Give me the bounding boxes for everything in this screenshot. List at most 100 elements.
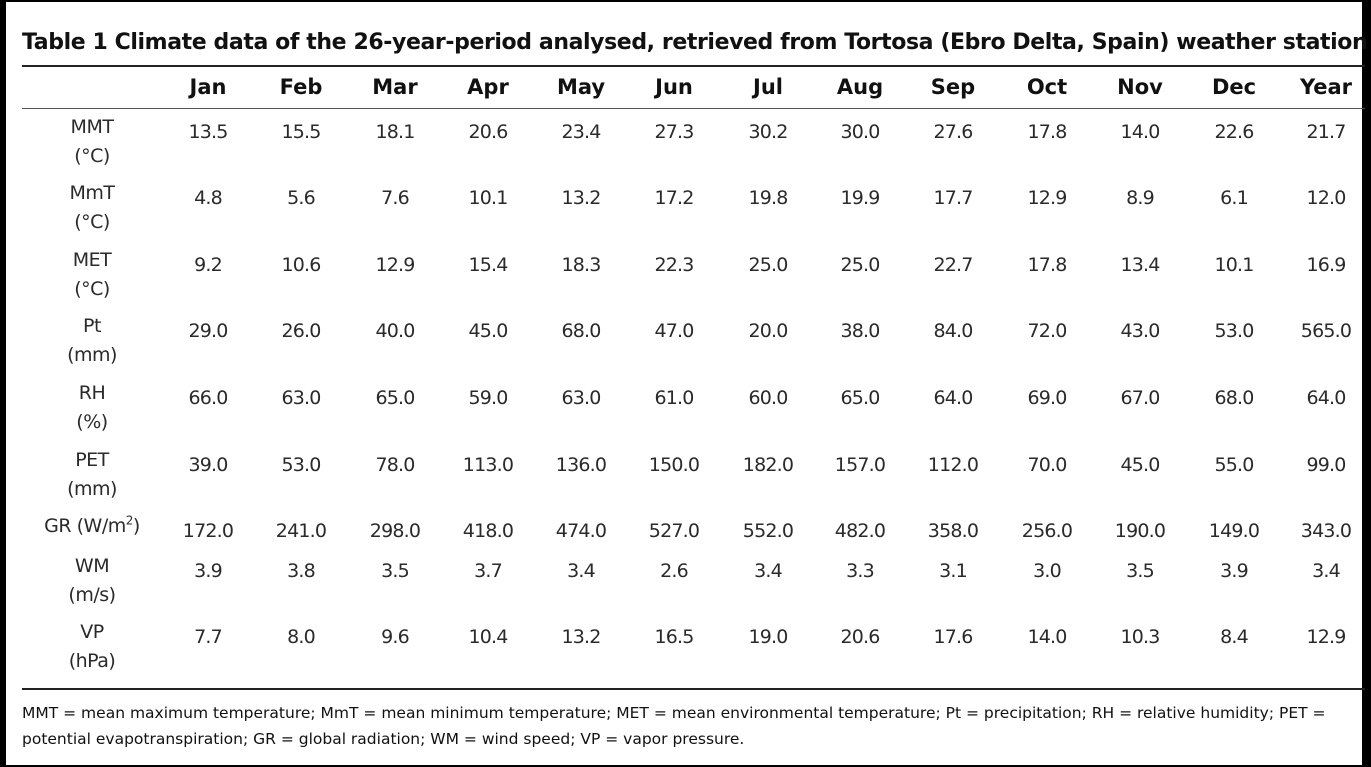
- column-header: Aug: [836, 75, 884, 99]
- table-cell: 19.9: [840, 187, 880, 209]
- table-cell: 6.1: [1220, 187, 1249, 209]
- column-header: Jun: [655, 75, 693, 99]
- column-header: Dec: [1211, 75, 1257, 99]
- table-cell: 10.4: [468, 626, 508, 648]
- table-cell: 69.0: [1027, 387, 1067, 409]
- table-cell: 358.0: [927, 520, 979, 542]
- table-cell: 9.6: [381, 626, 410, 648]
- row-label-name: Pt: [83, 315, 101, 337]
- table-cell: 10.1: [468, 187, 508, 209]
- row-unit: (°C): [74, 278, 110, 300]
- table-cell: 8.4: [1220, 626, 1249, 648]
- row-label: RH (%): [22, 379, 162, 437]
- table-cell: 12.9: [1306, 626, 1346, 648]
- table-cell: 113.0: [462, 454, 514, 476]
- table-cell: 26.0: [281, 320, 321, 342]
- table-cell: 565.0: [1300, 320, 1352, 342]
- table-cell: 13.5: [188, 121, 228, 143]
- table-footnote: MMT = mean maximum temperature; MmT = me…: [22, 704, 1326, 748]
- table-cell: 5.6: [287, 187, 316, 209]
- row-label-name: WM: [74, 555, 110, 577]
- table-cell: 22.7: [933, 254, 973, 276]
- column-header: Jul: [753, 75, 783, 99]
- table-cell: 3.4: [567, 560, 596, 582]
- table-cell: 63.0: [281, 387, 321, 409]
- table-cell: 43.0: [1120, 320, 1160, 342]
- table-cell: 13.4: [1120, 254, 1160, 276]
- table-cell: 22.3: [654, 254, 694, 276]
- table-cell: 19.0: [748, 626, 788, 648]
- row-label-name: MET: [72, 249, 112, 271]
- table-cell: 3.5: [381, 560, 410, 582]
- table-cell: 67.0: [1120, 387, 1160, 409]
- table-cell: 190.0: [1114, 520, 1166, 542]
- column-header: Mar: [372, 75, 418, 99]
- table-cell: 21.7: [1306, 121, 1346, 143]
- row-label-superscript: 2: [125, 513, 134, 528]
- table-cell: 3.1: [939, 560, 968, 582]
- table-cell: 136.0: [555, 454, 607, 476]
- table-cell: 13.2: [561, 187, 601, 209]
- table-cell: 15.5: [281, 121, 321, 143]
- table-cell: 3.5: [1126, 560, 1155, 582]
- table-cell: 61.0: [654, 387, 694, 409]
- column-header: Nov: [1117, 75, 1163, 99]
- table-cell: 16.5: [654, 626, 694, 648]
- table-cell: 20.6: [468, 121, 508, 143]
- table-cell: 14.0: [1120, 121, 1160, 143]
- table-cell: 10.6: [281, 254, 321, 276]
- table-cell: 23.4: [561, 121, 601, 143]
- table-cell: 172.0: [182, 520, 234, 542]
- row-label-name: MMT: [70, 116, 114, 138]
- table-cell: 3.3: [846, 560, 875, 582]
- table-cell: 14.0: [1027, 626, 1067, 648]
- table-cell: 17.7: [933, 187, 973, 209]
- row-unit: (°C): [74, 211, 110, 233]
- row-unit: (mm): [67, 478, 117, 500]
- table-cell: 527.0: [648, 520, 700, 542]
- table-cell: 150.0: [648, 454, 700, 476]
- table-cell: 7.6: [381, 187, 410, 209]
- row-unit: (%): [76, 411, 108, 433]
- row-label: MET (°C): [22, 246, 162, 304]
- table-cell: 12.0: [1306, 187, 1346, 209]
- table-cell: 241.0: [275, 520, 327, 542]
- table-cell: 59.0: [468, 387, 508, 409]
- row-label-name: PET: [75, 449, 109, 471]
- table-cell: 45.0: [1120, 454, 1160, 476]
- column-header: Jan: [189, 75, 227, 99]
- column-header: Feb: [279, 75, 323, 99]
- table-cell: 27.3: [654, 121, 694, 143]
- table-cell: 2.6: [660, 560, 689, 582]
- table-cell: 20.6: [840, 626, 880, 648]
- table-cell: 552.0: [742, 520, 794, 542]
- table-cell: 12.9: [375, 254, 415, 276]
- table-cell: 3.9: [1220, 560, 1249, 582]
- row-label-name: VP: [80, 621, 104, 643]
- row-label: VP (hPa): [22, 618, 162, 676]
- header-rule: [22, 108, 1365, 109]
- column-header: Oct: [1026, 75, 1068, 99]
- table-cell: 18.3: [561, 254, 601, 276]
- table-cell: 22.6: [1214, 121, 1254, 143]
- row-unit: (mm): [67, 344, 117, 366]
- table-cell: 99.0: [1306, 454, 1346, 476]
- table-cell: 112.0: [927, 454, 979, 476]
- table-cell: 68.0: [1214, 387, 1254, 409]
- row-label: GR (W/m2): [22, 512, 162, 541]
- table-cell: 63.0: [561, 387, 601, 409]
- row-unit: (hPa): [68, 650, 116, 672]
- column-header: May: [556, 75, 606, 99]
- table-cell: 84.0: [933, 320, 973, 342]
- table-cell: 45.0: [468, 320, 508, 342]
- row-label: Pt (mm): [22, 312, 162, 370]
- table-cell: 149.0: [1208, 520, 1260, 542]
- table-cell: 182.0: [742, 454, 794, 476]
- table-cell: 16.9: [1306, 254, 1346, 276]
- column-header: Sep: [930, 75, 976, 99]
- table-cell: 53.0: [1214, 320, 1254, 342]
- table-cell: 3.0: [1033, 560, 1062, 582]
- table-cell: 25.0: [840, 254, 880, 276]
- table-cell: 256.0: [1021, 520, 1073, 542]
- table-cell: 65.0: [840, 387, 880, 409]
